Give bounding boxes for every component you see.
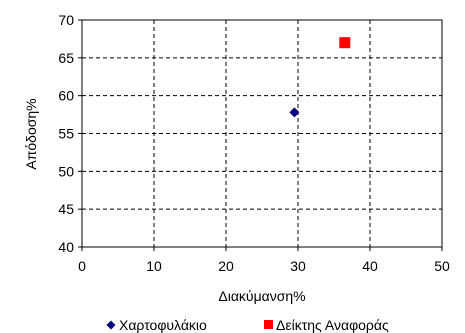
y-tick-label: 40 xyxy=(58,239,74,255)
x-tick-label: 0 xyxy=(78,258,86,274)
x-tick-label: 10 xyxy=(146,258,162,274)
y-tick-label: 50 xyxy=(58,163,74,179)
y-tick-label: 55 xyxy=(58,126,74,142)
y-tick-label: 65 xyxy=(58,50,74,66)
legend: Χαρτοφυλάκιο Δείκτης Αναφοράς xyxy=(106,317,389,333)
gridlines xyxy=(82,20,442,247)
legend-label-portfolio: Χαρτοφυλάκιο xyxy=(119,317,207,333)
legend-marker-portfolio xyxy=(106,320,116,330)
x-tick-label: 20 xyxy=(218,258,234,274)
y-tick-label: 45 xyxy=(58,201,74,217)
data-point-benchmark xyxy=(339,37,351,49)
legend-marker-benchmark xyxy=(264,320,273,329)
x-tick-label: 50 xyxy=(434,258,450,274)
x-tick-label: 40 xyxy=(362,258,378,274)
axis-ticks: 0 10 20 30 40 50 40 45 50 55 60 65 70 xyxy=(58,12,450,274)
legend-label-benchmark: Δείκτης Αναφοράς xyxy=(276,317,389,333)
y-tick-label: 60 xyxy=(58,88,74,104)
x-axis-title: Διακύμανση% xyxy=(218,288,305,304)
y-axis-title: Απόδοση% xyxy=(23,98,39,169)
x-tick-label: 30 xyxy=(290,258,306,274)
data-points xyxy=(289,37,351,118)
y-tick-label: 70 xyxy=(58,12,74,28)
data-point-portfolio xyxy=(289,107,300,118)
plot-area xyxy=(82,20,442,247)
